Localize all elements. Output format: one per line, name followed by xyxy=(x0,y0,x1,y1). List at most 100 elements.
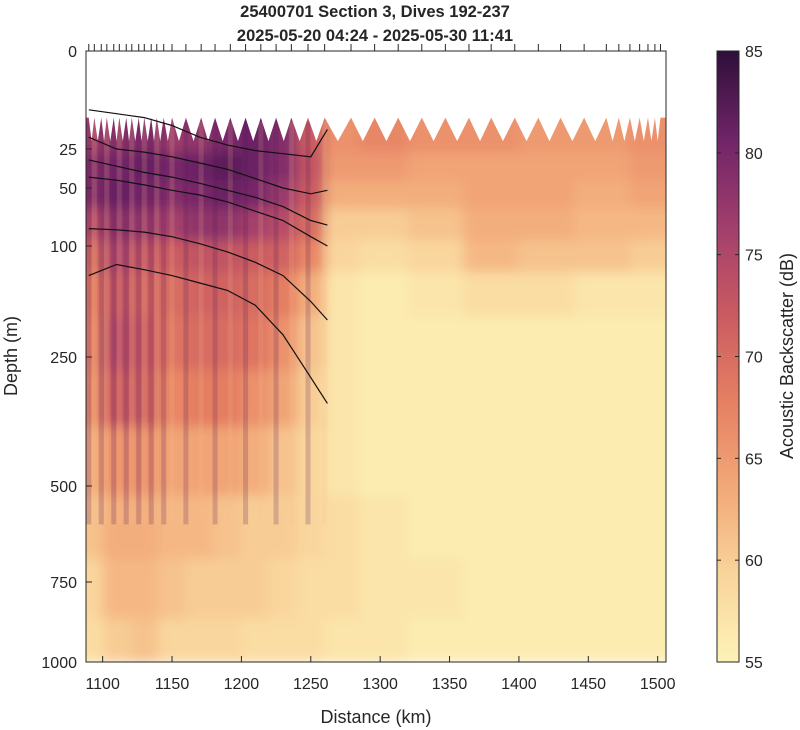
heatmap-cell xyxy=(158,152,187,182)
heatmap-cell xyxy=(102,152,132,182)
heatmap-cell xyxy=(86,240,104,273)
x-tick-label: 1350 xyxy=(432,676,468,693)
x-tick-label: 1500 xyxy=(640,676,676,693)
contour-line xyxy=(88,176,328,247)
colorbar-tick-label: 75 xyxy=(745,248,763,265)
contour-line xyxy=(88,109,328,158)
dive-streak xyxy=(91,121,97,525)
colorbar-tick-label: 65 xyxy=(745,451,763,468)
dive-streak xyxy=(154,121,160,525)
y-tick-label: 50 xyxy=(59,181,77,198)
heatmap-cell xyxy=(102,180,132,210)
heatmap-cell xyxy=(213,271,243,318)
y-axis-label: Depth (m) xyxy=(1,316,21,396)
heatmap-cell xyxy=(463,152,520,182)
heatmap-cell xyxy=(629,240,666,273)
heatmap-cell xyxy=(185,271,215,318)
heatmap-cell xyxy=(130,152,160,182)
dive-streak xyxy=(288,121,294,525)
heatmap-cell xyxy=(296,180,326,210)
heatmap-cell xyxy=(185,208,215,242)
x-tick-label: 1400 xyxy=(501,676,537,693)
heatmap-cell xyxy=(296,495,326,560)
heatmap-cell xyxy=(359,618,409,662)
heatmap-cell xyxy=(86,618,104,662)
heatmap-cell xyxy=(407,618,465,662)
backscatter-field xyxy=(86,51,666,662)
heatmap-cell xyxy=(102,208,132,242)
heatmap-cell xyxy=(629,208,666,242)
heatmap-cell xyxy=(407,316,465,371)
heatmap-cell xyxy=(130,369,160,428)
heatmap-cell xyxy=(130,618,160,662)
heatmap-cell xyxy=(158,558,187,620)
heatmap-cell xyxy=(574,426,631,497)
heatmap-cell xyxy=(629,495,666,560)
heatmap-cell xyxy=(130,208,160,242)
contour-line xyxy=(88,159,328,226)
heatmap-cell xyxy=(324,316,361,371)
heatmap-cell xyxy=(359,495,409,560)
heatmap-cell xyxy=(463,208,520,242)
heatmap-cell xyxy=(324,426,361,497)
heatmap-cell xyxy=(359,426,409,497)
heatmap-cell xyxy=(86,369,104,428)
heatmap-cell xyxy=(296,618,326,662)
heatmap-cell xyxy=(213,558,243,620)
heatmap-cell xyxy=(518,316,576,371)
dive-streak xyxy=(116,121,122,525)
heatmap-cell xyxy=(130,558,160,620)
dive-streak xyxy=(322,121,328,525)
heatmap-cell xyxy=(185,558,215,620)
dive-streaks xyxy=(86,121,328,525)
heatmap-cell xyxy=(574,271,631,318)
y-tick-label: 25 xyxy=(59,142,77,159)
heatmap-cell xyxy=(463,180,520,210)
y-tick-label: 100 xyxy=(50,239,77,256)
contour-line xyxy=(88,228,328,321)
x-tick-label: 1450 xyxy=(570,676,606,693)
heatmap-cell xyxy=(185,316,215,371)
heatmap-cell xyxy=(213,369,243,428)
heatmap-cell xyxy=(102,271,132,318)
dive-streak xyxy=(136,121,142,525)
heatmap-cell xyxy=(296,208,326,242)
heatmap-cell xyxy=(213,495,243,560)
heatmap-cell xyxy=(463,495,520,560)
heatmap-cell xyxy=(518,240,576,273)
heatmap-cell xyxy=(518,152,576,182)
heatmap-cell xyxy=(269,152,298,182)
dive-streak xyxy=(198,121,204,525)
heatmap-cell xyxy=(359,558,409,620)
heatmap-cell xyxy=(213,180,243,210)
dive-streak xyxy=(148,121,154,525)
heatmap-cell xyxy=(629,180,666,210)
heatmap-cell xyxy=(269,271,298,318)
heatmap-cell xyxy=(407,208,465,242)
heatmap-cell xyxy=(629,426,666,497)
x-tick-label: 1100 xyxy=(85,676,120,693)
chart-title-line2: 2025-05-20 04:24 - 2025-05-30 11:41 xyxy=(237,27,513,45)
contour-line xyxy=(88,263,328,404)
heatmap-cell xyxy=(213,240,243,273)
heatmap-cell xyxy=(407,180,465,210)
heatmap-cell xyxy=(629,618,666,662)
heatmap-cell xyxy=(296,316,326,371)
colorbar-tick-label: 55 xyxy=(745,655,763,672)
y-tick-label: 0 xyxy=(68,44,77,61)
heatmap-cell xyxy=(269,208,298,242)
heatmap-cell xyxy=(185,618,215,662)
heatmap-cell xyxy=(324,369,361,428)
heatmap-cell xyxy=(296,152,326,182)
heatmap-cell xyxy=(324,558,361,620)
heatmap-cell xyxy=(86,495,104,560)
heatmap-cell xyxy=(241,316,271,371)
colorbar-tick-label: 60 xyxy=(745,553,763,570)
heatmap-cell xyxy=(574,316,631,371)
heatmap-cell xyxy=(629,558,666,620)
heatmap-cell xyxy=(463,316,520,371)
heatmap-cell xyxy=(629,316,666,371)
heatmap-cell xyxy=(102,558,132,620)
heatmap-cell xyxy=(407,152,465,182)
heatmap-cell xyxy=(359,316,409,371)
